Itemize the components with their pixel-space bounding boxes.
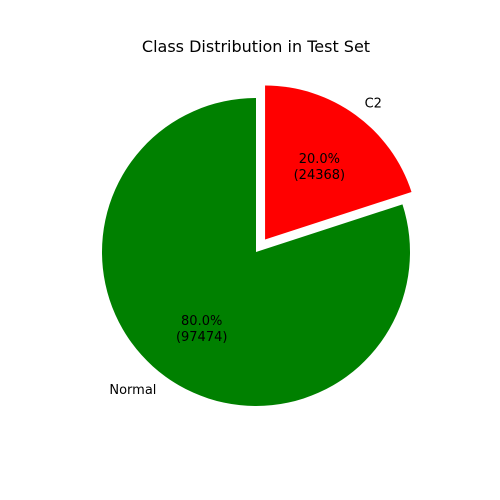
pie-slice-normal <box>101 98 411 406</box>
chart-title: Class Distribution in Test Set <box>142 37 370 56</box>
slice-percent-c2: 20.0% <box>299 152 340 167</box>
slice-count-normal: (97474) <box>176 330 228 345</box>
pie-slice-c2 <box>265 85 412 240</box>
pie-labels: Normal 80.0%(97474) C2 20.0%(24368) <box>109 96 382 398</box>
slice-label-normal: Normal <box>109 383 156 398</box>
pie-slices <box>101 85 412 406</box>
slice-percent-normal: 80.0% <box>181 314 222 329</box>
slice-count-c2: (24368) <box>294 168 346 183</box>
slice-label-c2: C2 <box>365 96 382 111</box>
